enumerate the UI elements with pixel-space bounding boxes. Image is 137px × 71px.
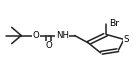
Text: NH: NH — [56, 31, 69, 40]
Text: O: O — [45, 41, 52, 50]
Text: S: S — [124, 35, 129, 44]
Text: Br: Br — [109, 19, 119, 28]
Text: O: O — [33, 31, 40, 40]
